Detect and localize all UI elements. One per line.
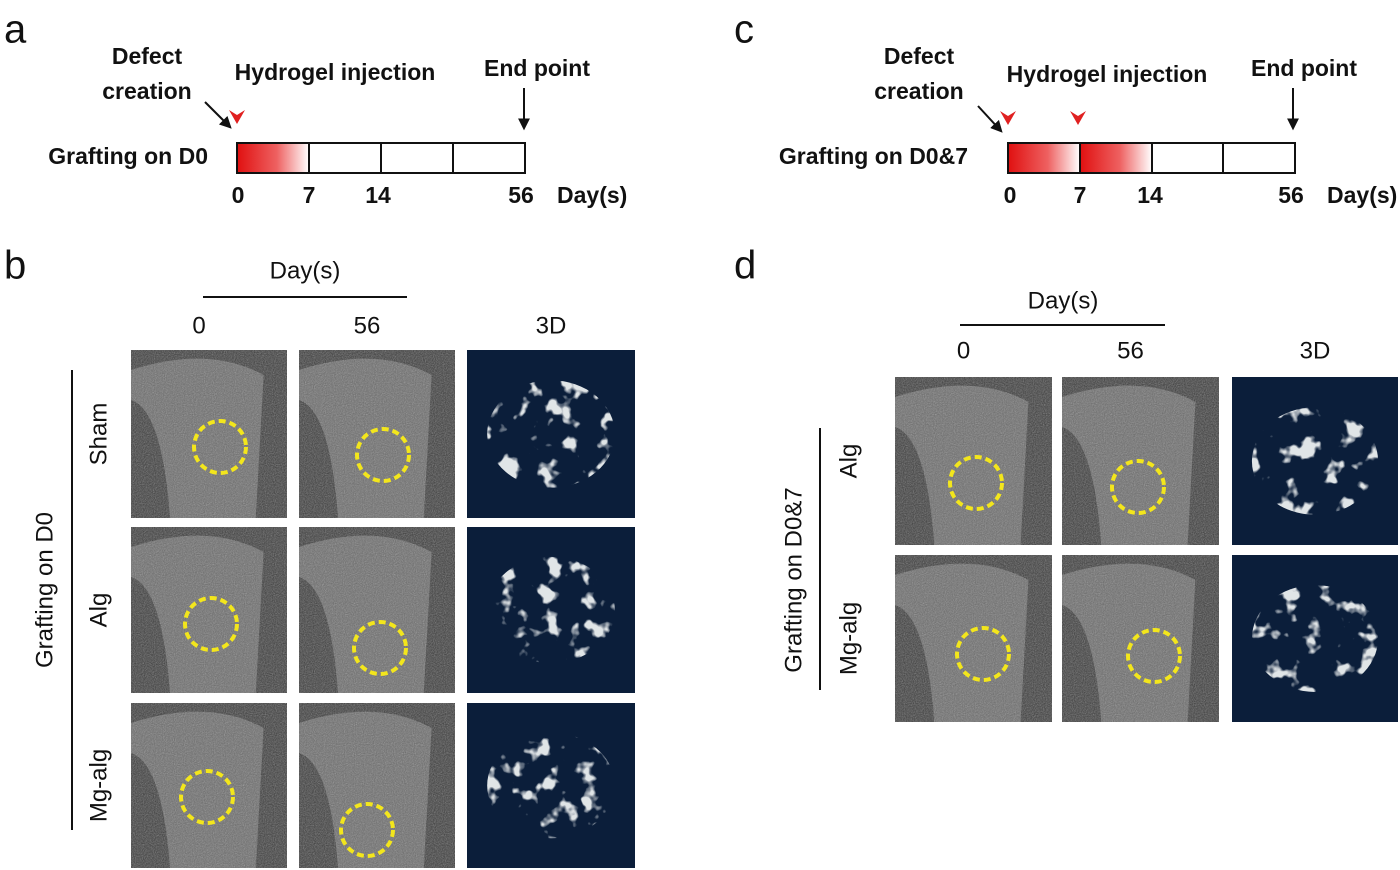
arrow [204,101,232,129]
row-label: Alg [85,593,112,628]
injection-arrow [1000,111,1016,125]
panel-letter: c [734,8,754,52]
defect-label: Defect [884,43,955,69]
ct-texture [299,527,455,693]
ct-texture [131,527,287,693]
end-label: End point [1251,55,1357,81]
day-tick: 56 [508,182,534,208]
column-label: 56 [354,312,381,339]
injection-period [1080,143,1152,173]
day-tick: 56 [1278,182,1304,208]
defect-circle [192,419,248,475]
column-label: 0 [192,312,205,339]
column-label: 56 [1117,337,1144,364]
ct-texture [1062,555,1219,722]
column-header: Day(s) [1028,287,1099,314]
injection-period [1008,143,1080,173]
column-header: Day(s) [270,257,341,284]
day-tick: 14 [1137,182,1163,208]
defect-circle [1126,628,1182,684]
injection-arrow [229,110,245,124]
defect-circle [955,626,1011,682]
day-tick: 7 [1074,182,1087,208]
ct-texture [299,350,455,518]
row-label: Alg [835,444,862,479]
defect-circle [183,596,239,652]
defect-circle [355,427,411,483]
defect-circle [179,769,235,825]
render-3d-bone [487,556,615,664]
render-3d-bone [487,732,615,839]
day-tick: 14 [365,182,391,208]
defect-circle [1110,459,1166,515]
defect-circle [352,620,408,676]
row-label: Sham [85,403,112,466]
defect-label: creation [874,78,963,104]
column-label: 3D [536,312,567,339]
panel-letter: d [734,244,756,288]
column-label: 0 [957,337,970,364]
timeline-divider [308,143,454,173]
defect-label: creation [102,78,191,104]
defect-label: Defect [112,43,183,69]
column-label: 3D [1300,337,1331,364]
timeline-divider [1079,143,1224,173]
ct-texture [131,703,287,868]
end-label: End point [484,55,590,81]
day-tick: 7 [303,182,316,208]
render-3d-bone [1251,407,1379,515]
day-tick: 0 [232,182,245,208]
row-label: Grafting on D0 [48,143,208,169]
defect-circle [339,802,395,858]
defect-circle [948,455,1004,511]
injection-period [237,143,309,173]
ct-texture [895,555,1052,722]
ct-texture [895,377,1052,545]
render-3d-bone [1251,585,1379,692]
render-3d-bone [487,380,615,488]
day-tick: 0 [1004,182,1017,208]
axis-label: Day(s) [1327,182,1397,208]
panel-letter: a [4,8,27,52]
panel-letter: b [4,244,26,288]
row-label: Mg-alg [835,602,862,675]
injection-label: Hydrogel injection [235,59,436,85]
axis-label: Day(s) [557,182,627,208]
ct-texture [299,703,455,868]
arrow [977,105,1003,133]
ct-texture [131,350,287,518]
group-label: Grafting on D0&7 [780,487,807,672]
row-label: Grafting on D0&7 [779,143,968,169]
group-label: Grafting on D0 [31,512,58,668]
injection-arrow [1070,111,1086,125]
injection-label: Hydrogel injection [1007,61,1208,87]
row-label: Mg-alg [85,749,112,822]
